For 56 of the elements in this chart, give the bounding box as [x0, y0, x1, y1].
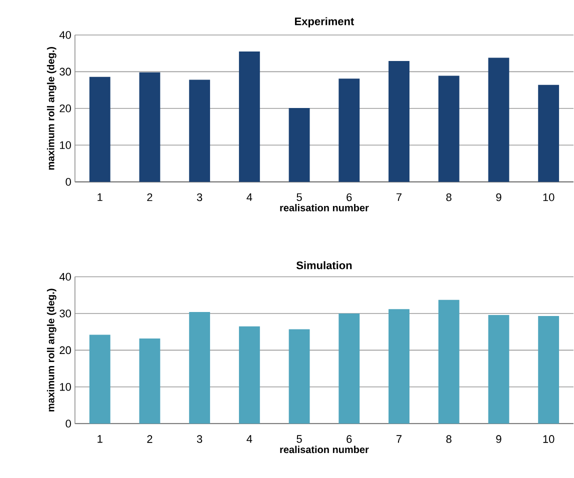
bar [189, 312, 210, 424]
bar [139, 72, 160, 182]
x-tick-label: 8 [446, 435, 452, 444]
x-tick-label: 10 [543, 194, 554, 202]
x-tick-label: 2 [147, 194, 152, 202]
y-tick-label: 40 [59, 273, 71, 281]
bar [488, 315, 510, 424]
x-tick-label: 4 [246, 435, 252, 443]
chart-title: Simulation [296, 261, 352, 270]
bar [388, 309, 410, 424]
bar [438, 76, 460, 182]
bar [538, 85, 560, 182]
y-tick-label: 20 [60, 346, 71, 354]
bar [139, 338, 160, 424]
bar [89, 77, 110, 182]
y-tick-label: 0 [66, 178, 71, 186]
bar [238, 52, 260, 182]
x-tick-label: 10 [543, 435, 554, 444]
bar [538, 316, 560, 424]
bar [438, 300, 460, 424]
bar [388, 61, 410, 182]
x-tick-label: 7 [396, 435, 402, 443]
bar [288, 108, 310, 182]
y-tick-label: 40 [59, 31, 71, 40]
y-tick-label: 30 [60, 310, 71, 318]
y-axis-title: maximum roll angle (deg.) [46, 47, 56, 170]
y-tick-label: 20 [60, 104, 71, 112]
y-tick-label: 0 [66, 420, 71, 428]
bar [288, 329, 310, 424]
chart-title: Experiment [295, 17, 354, 28]
bar [238, 326, 260, 424]
bar [338, 314, 360, 424]
x-tick-label: 9 [496, 435, 502, 444]
x-tick-label: 6 [346, 435, 352, 444]
x-axis-title: realisation number [280, 446, 369, 454]
x-tick-label: 5 [296, 435, 302, 444]
x-tick-label: 7 [396, 194, 402, 202]
y-tick-label: 10 [60, 141, 71, 150]
x-tick-label: 9 [496, 194, 502, 202]
x-tick-label: 6 [346, 194, 352, 202]
bar [89, 334, 110, 424]
x-tick-label: 4 [246, 194, 252, 202]
bar [189, 80, 210, 182]
y-tick-label: 30 [60, 68, 71, 76]
x-tick-label: 2 [147, 435, 152, 444]
x-tick-label: 3 [196, 435, 202, 444]
bar [338, 78, 360, 182]
x-tick-label: 3 [196, 194, 202, 202]
x-tick-label: 5 [296, 194, 302, 202]
y-tick-label: 10 [60, 383, 71, 392]
x-tick-label: 1 [98, 435, 102, 443]
x-tick-label: 1 [98, 194, 102, 202]
x-tick-label: 8 [446, 194, 452, 202]
x-axis-title: realisation number [280, 204, 369, 212]
y-axis-title: maximum roll angle (deg.) [46, 288, 56, 412]
bar [488, 58, 510, 182]
